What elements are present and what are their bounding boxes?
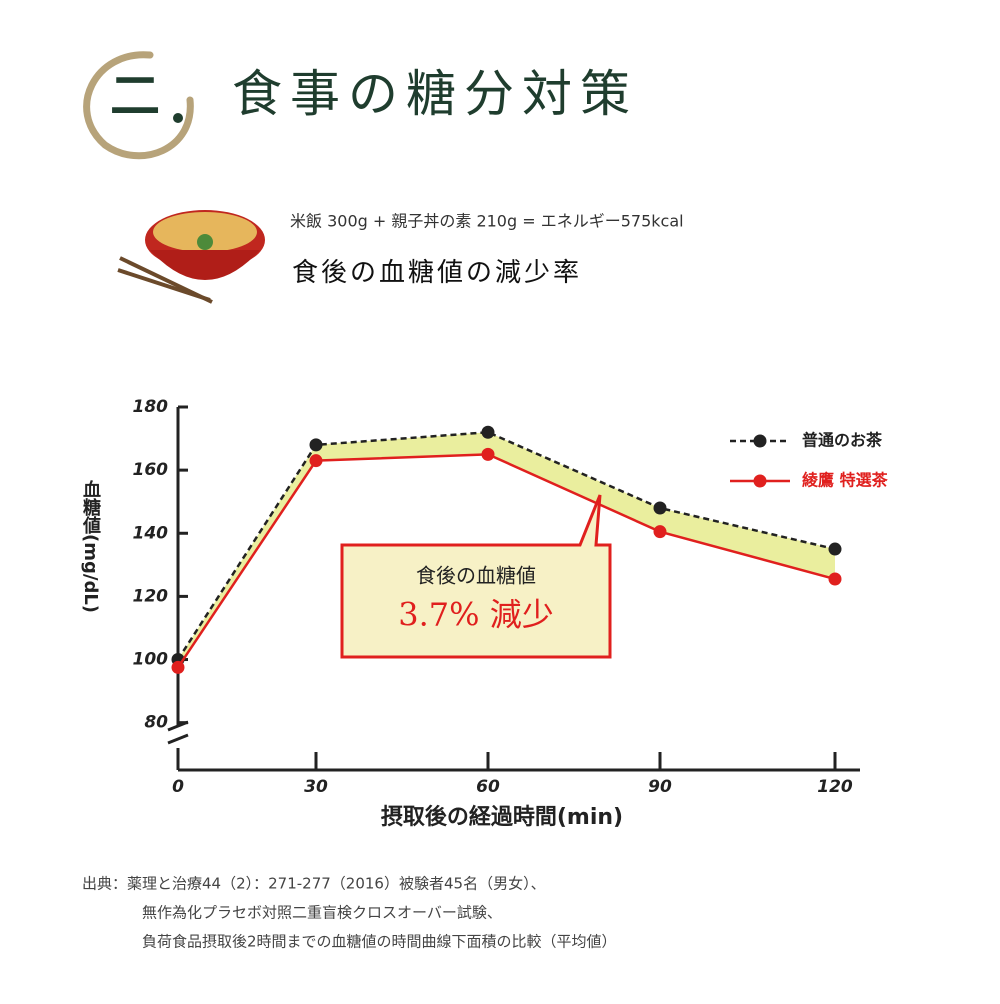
- source-line: 無作為化プラセボ対照二重盲検クロスオーバー試験、: [142, 904, 502, 922]
- meal-heading: 食後の血糖値の減少率: [292, 258, 582, 288]
- x-tick-label: 60: [476, 777, 500, 797]
- y-tick-label: 160: [133, 460, 169, 480]
- y-tick-label: 140: [133, 523, 169, 543]
- source-line: 出典：薬理と治療44（2）：271-277（2016）被験者45名（男女）、: [82, 875, 546, 893]
- x-tick-label: 0: [172, 777, 184, 797]
- legend-label: 普通のお茶: [802, 431, 883, 450]
- annotation-text: 食後の血糖値: [416, 564, 536, 588]
- x-tick-label: 90: [648, 777, 672, 797]
- x-axis-label: 摂取後の経過時間(min): [381, 804, 623, 830]
- x-tick-label: 120: [817, 777, 853, 797]
- y-axis-label: 血糖値(mg/dL): [80, 479, 102, 613]
- series-line: [176, 430, 836, 661]
- logo: 二: [83, 51, 194, 160]
- data-point: [309, 454, 323, 468]
- data-point: [171, 660, 185, 674]
- annotation-box: [340, 494, 612, 659]
- data-point: [828, 572, 842, 586]
- legend-marker: [753, 474, 767, 488]
- meal-note: 米飯 300g + 親子丼の素 210g = エネルギー575kcal: [290, 212, 684, 231]
- y-tick-label: 80: [144, 713, 168, 733]
- logo-text: 二: [110, 66, 160, 125]
- legend-marker: [753, 434, 767, 448]
- data-point: [653, 525, 667, 539]
- legend-label: 綾鷹 特選茶: [802, 471, 889, 490]
- data-point: [481, 447, 495, 461]
- axis-break: [167, 720, 189, 745]
- bowl-illustration: [117, 210, 265, 304]
- title: 食事の糖分対策: [232, 65, 638, 123]
- data-point: [828, 542, 842, 556]
- data-point: [481, 425, 495, 439]
- x-tick-label: 30: [304, 777, 328, 797]
- data-point: [309, 438, 323, 452]
- chart: 80 100 120 140 160 180 0 30 60 90 120 摂取後の経過時間(min)…: [80, 397, 889, 830]
- data-point: [653, 501, 667, 515]
- y-tick-label: 100: [133, 650, 169, 670]
- annotation-text: 3.7% 減少: [398, 596, 553, 634]
- y-tick-label: 120: [133, 586, 169, 606]
- y-tick-label: 180: [133, 397, 169, 417]
- source-line: 負荷食品摂取後2時間までの血糖値の時間曲線下面積の比較（平均値）: [142, 933, 617, 951]
